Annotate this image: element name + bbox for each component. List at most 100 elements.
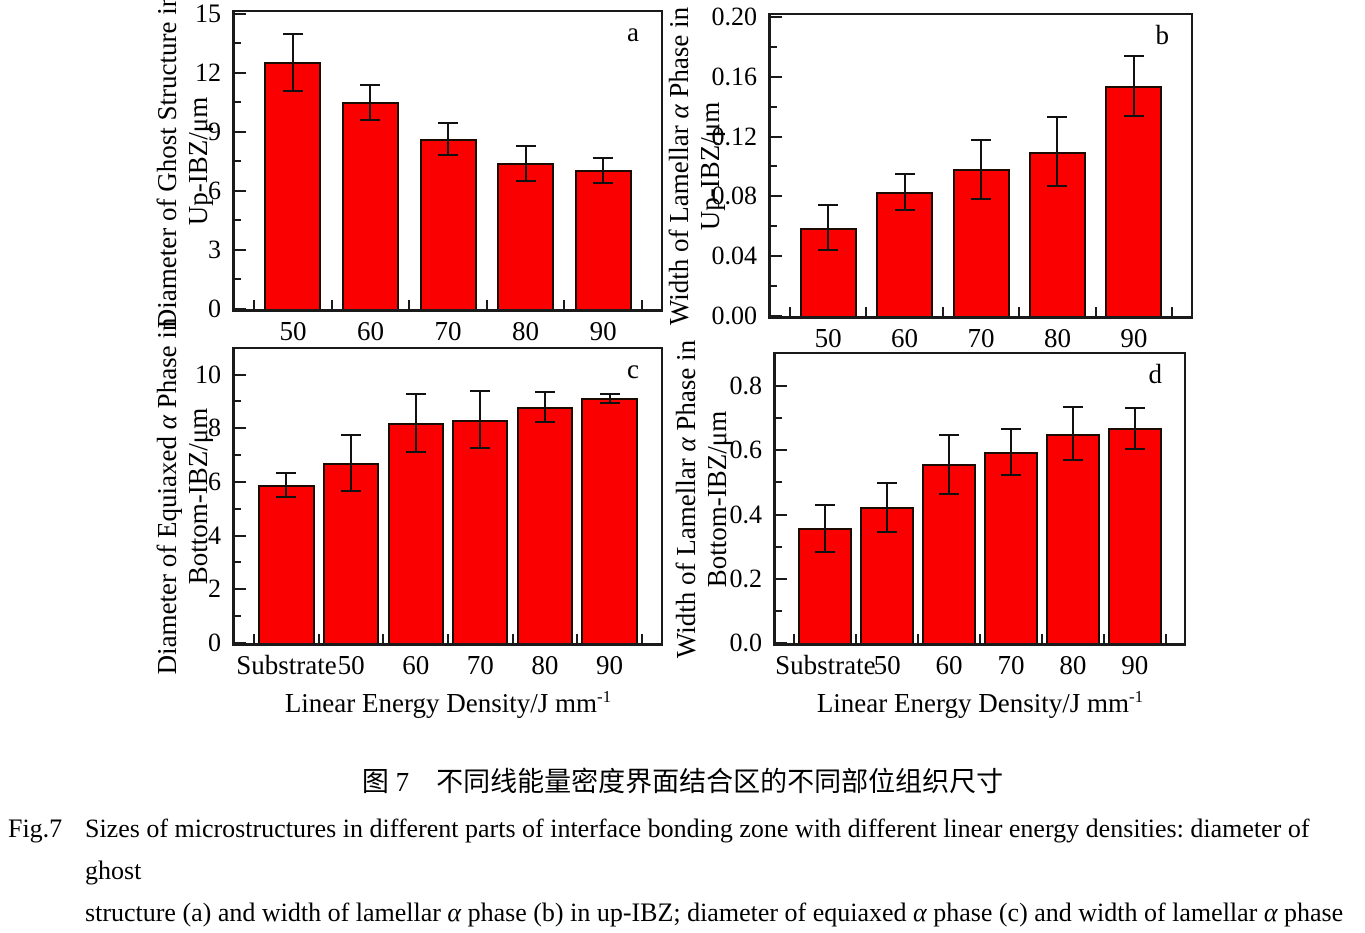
x-tick — [788, 307, 791, 316]
y-axis-label-line: Diameter of Ghost Structure in — [152, 0, 182, 328]
y-tick — [776, 642, 787, 644]
x-tick-label: 50 — [337, 650, 365, 680]
y-tick-label: 15 — [195, 0, 221, 28]
x-tick — [317, 634, 320, 643]
x-tick — [253, 634, 256, 643]
y-tick — [235, 534, 246, 537]
bar — [1105, 85, 1163, 316]
x-axis-label-superscript: -1 — [1129, 687, 1144, 706]
x-tick — [576, 634, 579, 643]
x-axis-label: Linear Energy Density/J mm-1 — [816, 687, 1144, 718]
bar — [264, 62, 322, 309]
chart-panel-a: 0 3 6 9 12 15 50 60 70 80 90 a Diameter of Ghost Str… — [152, 0, 663, 346]
y-tick-label: 0.16 — [711, 61, 758, 91]
bar — [258, 485, 315, 643]
x-tick — [979, 634, 981, 643]
error-bar-cap — [939, 433, 960, 436]
y-minor-tick — [235, 400, 241, 403]
error-bar-cap — [534, 391, 555, 394]
y-axis-label-line: Width of Lamellar α Phase in — [671, 339, 701, 658]
error-bar-cap — [818, 204, 839, 207]
x-tick — [330, 300, 333, 309]
error-bar-cap — [818, 249, 839, 252]
y-axis-label-line: Bottom-IBZ/μm — [702, 410, 732, 587]
error-bar-cap — [894, 208, 915, 211]
x-axis-label-superscript: -1 — [597, 687, 612, 706]
y-minor-tick — [235, 101, 241, 104]
x-tick — [447, 634, 449, 643]
x-tick — [563, 300, 566, 309]
y-minor-tick — [235, 219, 241, 222]
bar — [341, 102, 399, 309]
x-tick — [917, 634, 920, 643]
error-bar-line — [1009, 429, 1012, 475]
x-tick-label: 50 — [873, 650, 901, 680]
y-minor-tick — [235, 615, 241, 618]
y-tick — [235, 248, 246, 251]
y-tick-label: 0 — [208, 294, 221, 323]
chart-panel-d: 0.0 0.2 0.4 0.6 0.8 Substrate 50 60 70 80 90 d Width… — [671, 339, 1186, 718]
y-tick — [771, 75, 782, 78]
y-axis-label: Diameter of Ghost Structure in Up-IBZ/μm — [152, 0, 214, 328]
y-tick-label: 3 — [208, 234, 221, 264]
x-tick-label: 70 — [997, 650, 1025, 680]
chart-panel-b: 0.00 0.04 0.08 0.12 0.16 0.20 50 60 70 80 90 b Width… — [664, 2, 1193, 353]
y-minor-tick — [771, 225, 777, 228]
x-tick-label: 90 — [1121, 650, 1149, 680]
error-bar-cap — [939, 493, 960, 495]
x-tick — [382, 634, 385, 643]
error-bar-cap — [1047, 184, 1068, 187]
y-tick-label: 0.00 — [711, 301, 758, 330]
y-tick-label: 6 — [208, 466, 221, 496]
x-tick-label: 70 — [466, 650, 494, 680]
x-tick — [865, 307, 868, 316]
bar — [497, 163, 555, 309]
y-axis-label: Width of Lamellar α Phase in Up-IBZ/μm — [664, 6, 726, 324]
error-bar-cap — [1123, 54, 1144, 57]
error-bar-line — [291, 33, 294, 91]
y-minor-tick — [771, 165, 777, 168]
y-tick — [235, 130, 246, 133]
x-tick — [253, 300, 256, 309]
error-bar-cap — [1047, 116, 1068, 119]
panel-letter: d — [1148, 359, 1163, 389]
y-tick-label: 0.04 — [711, 241, 758, 271]
error-bar-cap — [360, 83, 381, 86]
caption-line-1: Sizes of microstructures in different pa… — [85, 814, 1310, 885]
error-bar-line — [886, 483, 889, 532]
error-bar-cap — [515, 144, 536, 147]
y-minor-tick — [771, 285, 777, 288]
x-tick — [1040, 634, 1043, 643]
caption-chinese: 图 7 不同线能量密度界面结合区的不同部位组织尺寸 — [361, 767, 1004, 797]
x-tick — [793, 634, 796, 643]
error-bar-line — [1133, 407, 1136, 450]
y-tick — [235, 588, 246, 591]
x-tick-label: 90 — [1120, 323, 1148, 353]
error-bar-line — [980, 139, 982, 200]
x-tick — [1164, 634, 1167, 643]
error-bar-cap — [276, 496, 297, 499]
y-tick — [235, 308, 246, 310]
y-tick — [235, 373, 246, 376]
y-tick-label: 2 — [208, 574, 221, 604]
error-bar-cap — [971, 198, 991, 201]
x-tick — [1102, 634, 1105, 643]
y-tick-label: 0.8 — [729, 371, 763, 401]
x-tick — [640, 634, 643, 643]
error-bar-cap — [470, 390, 491, 393]
y-axis-label-line: Width of Lamellar α Phase in — [664, 6, 694, 325]
bar — [952, 169, 1010, 316]
error-bar-line — [447, 123, 449, 155]
y-tick — [235, 189, 246, 192]
y-axis-label-line: Up-IBZ/μm — [695, 101, 725, 230]
caption-text: Sizes of microstructures in different pa… — [85, 808, 1361, 933]
x-tick — [1171, 307, 1174, 316]
y-minor-tick — [776, 609, 782, 612]
y-tick — [235, 427, 246, 430]
x-tick-label: 90 — [596, 650, 624, 680]
x-tick — [511, 634, 514, 643]
x-tick-label: 80 — [512, 316, 540, 346]
caption-english: Fig.7 Sizes of microstructures in differ… — [8, 808, 1361, 933]
error-bar-cap — [1000, 428, 1021, 431]
